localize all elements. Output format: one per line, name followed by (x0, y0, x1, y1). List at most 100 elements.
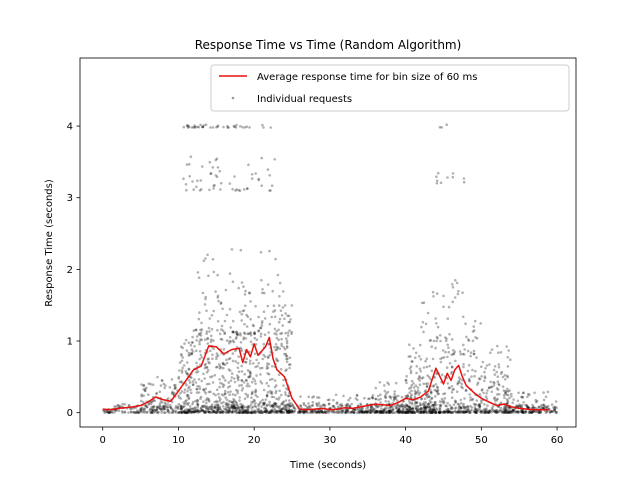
scatter-point (244, 410, 248, 414)
scatter-point (274, 391, 278, 395)
scatter-point (358, 409, 362, 413)
scatter-point (199, 353, 203, 357)
scatter-point (226, 409, 229, 412)
scatter-point (473, 403, 477, 407)
scatter-point (488, 409, 491, 412)
scatter-point (422, 403, 426, 407)
scatter-point (297, 410, 301, 413)
scatter-point (182, 411, 186, 414)
scatter-point (400, 404, 403, 408)
scatter-point (458, 405, 462, 408)
scatter-point (220, 401, 223, 405)
scatter-point (344, 409, 348, 413)
scatter-point (284, 354, 288, 358)
scatter-point (241, 411, 245, 414)
scatter-point (496, 380, 500, 384)
x-tick-label: 20 (248, 435, 261, 446)
scatter-point (167, 411, 171, 415)
scatter-point (382, 409, 386, 412)
scatter-point (523, 410, 526, 414)
scatter-point (376, 394, 380, 398)
scatter-point (185, 399, 188, 402)
scatter-point (484, 411, 487, 414)
scatter-point (442, 305, 445, 309)
scatter-point (279, 411, 283, 414)
scatter-point (225, 405, 228, 409)
scatter-point (260, 278, 263, 282)
scatter-point (190, 411, 193, 414)
scatter-point (518, 404, 522, 408)
scatter-point (211, 408, 214, 412)
scatter-point (183, 405, 186, 408)
scatter-point (447, 350, 451, 354)
scatter-point (520, 395, 524, 399)
scatter-point (219, 381, 222, 385)
scatter-point (414, 406, 418, 410)
scatter-point (196, 411, 199, 414)
scatter-point (227, 406, 230, 410)
scatter-point (262, 388, 266, 392)
scatter-point (278, 295, 281, 298)
scatter-point (189, 388, 192, 392)
scatter-point (188, 175, 191, 178)
scatter-point (214, 174, 218, 177)
scatter-point (451, 388, 455, 392)
scatter-point (464, 389, 468, 392)
scatter-point (254, 388, 257, 392)
scatter-point (553, 408, 556, 411)
scatter-point (440, 397, 444, 401)
scatter-point (502, 407, 506, 411)
scatter-point (204, 295, 207, 299)
scatter-point (183, 408, 187, 412)
scatter-point (405, 411, 409, 414)
scatter-point (444, 411, 447, 414)
scatter-point (220, 324, 224, 328)
scatter-point (487, 386, 491, 390)
scatter-point (417, 410, 420, 413)
scatter-point (462, 409, 466, 413)
scatter-point (224, 396, 227, 399)
scatter-point (265, 394, 269, 398)
scatter-point (287, 403, 290, 406)
scatter-point (271, 406, 275, 409)
scatter-point (394, 406, 398, 410)
scatter-point (203, 303, 207, 306)
scatter-point (358, 411, 362, 414)
scatter-point (240, 349, 243, 353)
scatter-point (289, 404, 292, 408)
scatter-point (283, 352, 286, 356)
scatter-point (438, 410, 441, 414)
scatter-point (234, 189, 237, 192)
scatter-point (494, 409, 497, 412)
scatter-point (439, 360, 443, 364)
scatter-point (240, 410, 243, 414)
scatter-point (208, 361, 211, 365)
scatter-point (380, 409, 383, 413)
scatter-point (373, 408, 376, 411)
scatter-point (281, 407, 284, 411)
scatter-point (214, 406, 217, 410)
scatter-point (257, 329, 261, 332)
scatter-point (457, 407, 461, 411)
scatter-point (251, 401, 255, 404)
scatter-point (211, 381, 215, 384)
scatter-point (374, 397, 378, 401)
scatter-point (218, 169, 221, 173)
scatter-point (274, 257, 277, 261)
scatter-point (236, 411, 239, 414)
scatter-point (428, 411, 432, 414)
scatter-point (539, 410, 543, 414)
scatter-point (254, 393, 257, 397)
scatter-point (258, 402, 262, 405)
scatter-point (233, 404, 236, 408)
scatter-point (493, 410, 496, 414)
scatter-point (246, 369, 250, 372)
scatter-point (483, 411, 486, 414)
scatter-point (194, 410, 197, 413)
scatter-point (434, 410, 437, 413)
scatter-point (209, 406, 212, 409)
scatter-point (327, 409, 330, 413)
scatter-point (300, 410, 303, 413)
scatter-point (439, 403, 442, 407)
scatter-point (177, 394, 180, 398)
